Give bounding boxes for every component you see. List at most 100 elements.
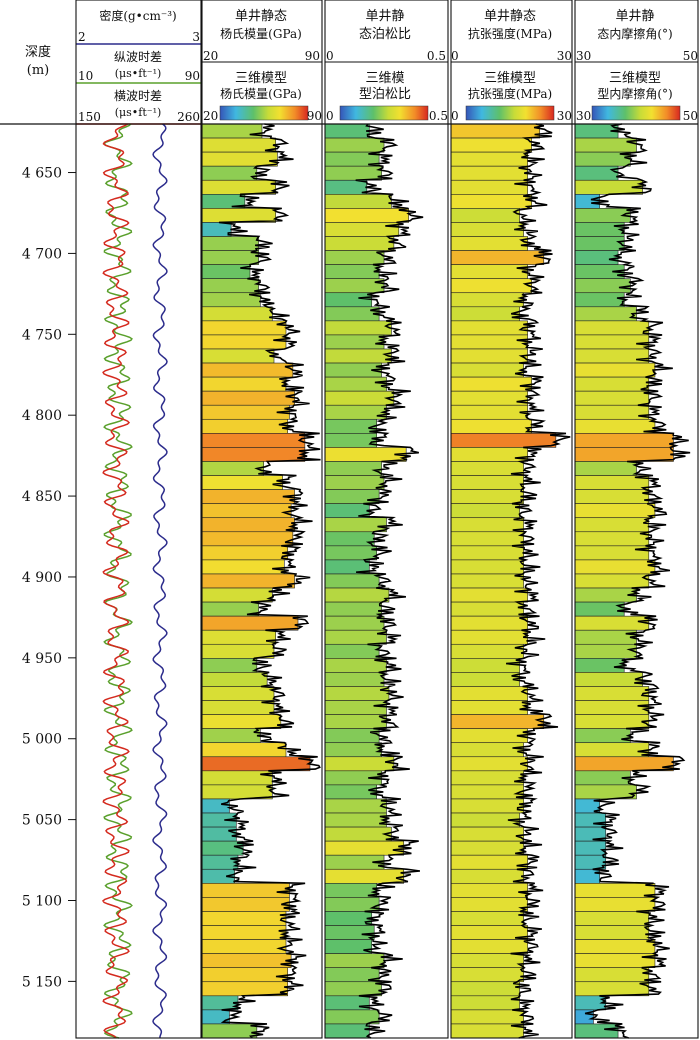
depth-tick-label: 4 750 [22,327,62,343]
tensile-layer-bar [450,573,524,589]
friction-layer-bar [574,939,656,954]
youngs-layer-bar [201,911,287,926]
youngs-layer-bar [201,854,239,870]
poisson-layer-bar [324,911,373,926]
tensile-layer-bar [450,953,524,968]
poisson-layer-bar [324,194,392,209]
youngs-layer-bar [201,433,306,448]
youngs-layer-bar [201,967,289,983]
poisson-layer-bar [324,939,373,954]
friction-colorbar [591,105,681,121]
tensile-layer-bar [450,292,524,308]
youngs-layer-bar [201,615,299,631]
tensile-layer-bar [450,320,528,336]
youngs-layer-bar [201,208,277,223]
youngs-layer-bar [201,545,289,561]
tensile-layer-bar [450,250,545,265]
layers-friction [574,123,691,1039]
poisson-layer-bar [324,123,370,139]
friction-layer-bar [574,545,650,561]
youngs-layer-bar [201,981,289,997]
poisson-layer-bar [324,840,405,856]
poisson-layer-bar [324,475,385,490]
s-wave-max-label: 260 [177,110,200,124]
friction-layer-bar [574,953,656,968]
friction-layer-bar [574,306,637,322]
depth-tick-label: 5 050 [22,813,62,829]
tensile-layer-bar [450,587,528,603]
friction-layer-bar [574,531,650,547]
s-wave-curve-label: 横波时差 [114,89,162,103]
friction-layer-bar [574,461,637,476]
tensile-layer-bar [450,714,545,729]
poisson-layer-bar [324,489,380,504]
youngs-layer-bar [201,236,259,251]
s-wave-min-label: 150 [78,110,101,124]
tensile-layer-bar [450,784,524,800]
youngs-layer-bar [201,362,294,378]
poisson-layer-bar [324,292,373,308]
tensile-layer-bar [450,939,528,954]
poisson-layer-bar [324,208,409,223]
youngs-layer-bar [201,573,295,589]
youngs-layer-bar [201,165,258,181]
depth-tick-label: 4 900 [22,570,62,586]
p-wave-curve-unit: (μs•ft⁻¹) [115,67,162,80]
youngs-layer-bar [201,798,230,814]
tensile-layer-bar [450,151,528,167]
friction-static-curve [584,123,691,1039]
tensile-layer-bar [450,840,524,856]
tensile-layer-bar [450,868,524,884]
poisson-static-label: 单井静 [365,9,404,24]
friction-layer-bar [574,292,625,308]
p-wave-max-label: 90 [185,69,200,83]
depth-header: 深度 (m) [25,44,51,78]
youngs-layer-bar [201,278,259,294]
poisson-layer-bar [324,447,407,462]
poisson-layer-bar [324,179,368,195]
tensile-model-max: 30 [557,109,572,123]
youngs-layer-bar [201,714,282,729]
poisson-layer-bar [324,165,382,181]
youngs-layer-bar [201,531,294,547]
track-header-youngs: 单井静态 杨氏模量(GPa) 20 90 三维模型 杨氏模量(GPa) 20 9… [203,9,322,123]
tensile-layer-bar [450,390,528,406]
friction-layer-bar [574,883,656,898]
tensile-layer-bar [450,264,528,279]
friction-layer-bar [574,334,650,350]
youngs-layer-bar [201,587,273,603]
poisson-static-unit: 态泊松比 [359,27,411,42]
depth-tick-label: 5 150 [22,974,62,990]
friction-layer-bar [574,911,650,926]
friction-layer-bar [574,840,607,856]
track-header-friction: 单井静 态内摩擦角(°) 30 50 三维模型 型内摩擦角(°) 30 50 [576,9,698,123]
tensile-layer-bar [450,658,520,673]
poisson-layer-bar [324,981,382,997]
tensile-layer-bar [450,278,532,294]
track-border [574,0,699,1039]
poisson-model-label: 三维模 [365,71,404,86]
poisson-layer-bar [324,404,387,420]
depth-tick-label: 4 800 [22,408,62,424]
poisson-layer-bar [324,278,385,294]
youngs-model-unit: 杨氏模量(GPa) [220,86,302,101]
friction-layer-bar [574,700,650,715]
poisson-layer-bar [324,531,375,547]
density-curve [152,123,168,1039]
friction-layer-bar [574,1023,619,1039]
friction-layer-bar [574,418,656,434]
tensile-layer-bar [450,137,532,153]
youngs-layer-bar [201,306,273,322]
tensile-layer-bar [450,742,524,758]
property-layers [201,123,691,1039]
youngs-layer-bar [201,742,287,758]
track-border [450,0,573,1039]
s-wave-curve-red [101,123,131,1039]
youngs-model-max: 90 [307,109,322,123]
friction-layer-bar [574,573,650,589]
tensile-static-max: 30 [557,49,572,63]
tensile-layer-bar [450,967,524,983]
youngs-layer-bar [201,672,268,687]
friction-layer-bar [574,714,650,729]
poisson-layer-bar [324,376,387,392]
